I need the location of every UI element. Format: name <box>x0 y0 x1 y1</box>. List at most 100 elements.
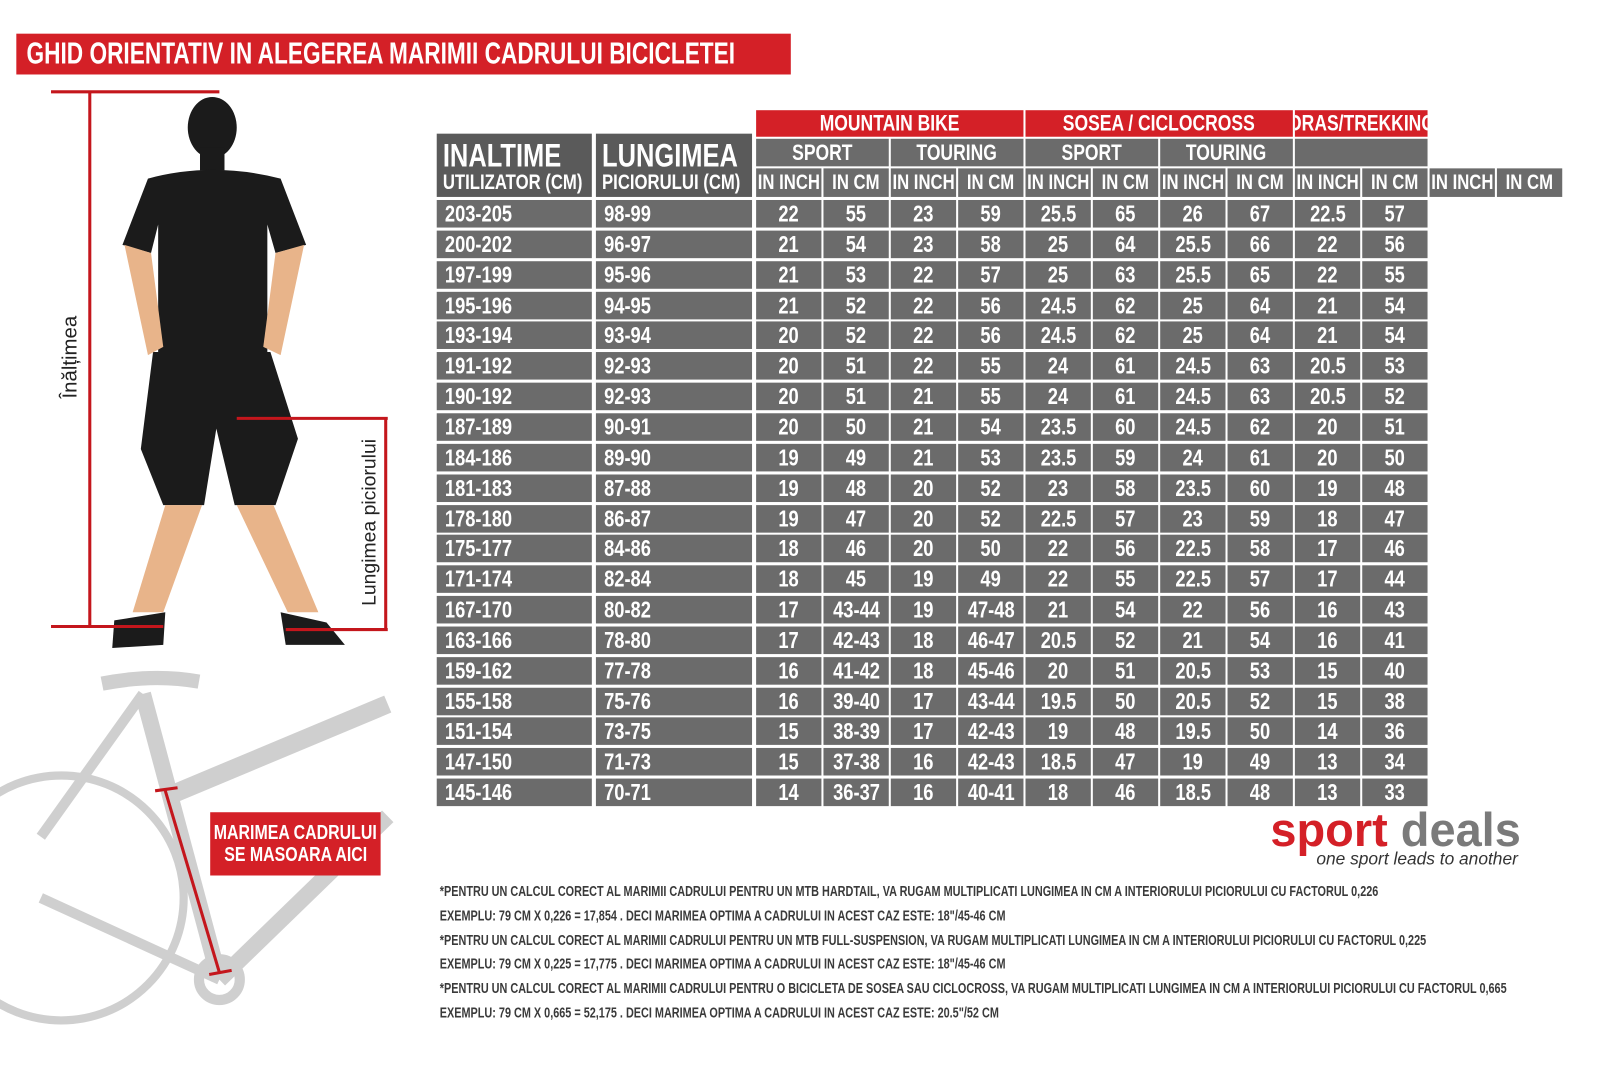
table-cell-text: 187-189 <box>444 413 513 440</box>
table-cell-text: 22 <box>1047 535 1069 562</box>
table-cell: 17 <box>1294 565 1361 594</box>
table-cell-text: 25.5 <box>1175 260 1211 288</box>
table-cell: 24.5 <box>1025 291 1091 319</box>
table-cell-text: 20.5 <box>1040 626 1076 653</box>
table-cell: 54 <box>823 230 889 259</box>
table-cell: 55 <box>958 352 1024 380</box>
table-cell-text: 37-38 <box>832 748 880 775</box>
table-cell: 19 <box>756 474 822 502</box>
table-cell: 50 <box>823 413 889 441</box>
table-cell-text: 15 <box>1317 687 1338 714</box>
table-cell-text: 51 <box>845 352 867 379</box>
table-cell: 61 <box>1227 443 1293 472</box>
column-header-subtitle: PICIORULUI (CM) <box>602 169 741 194</box>
note: *PENTRU UN CALCUL CORECT AL MARIMII CADR… <box>439 931 1427 948</box>
table-cell-text: 26 <box>1182 199 1204 227</box>
unit-header: IN INCH <box>1294 168 1361 197</box>
subgroup-header: TOURING <box>1160 138 1293 167</box>
table-cell-text: 89-90 <box>604 443 651 471</box>
table-cell-text: 22 <box>1182 595 1204 623</box>
frame-label-box: MARIMEA CADRULUI SE MASOARA AICI <box>210 812 381 876</box>
table-cell-text: 16 <box>1317 626 1338 653</box>
table-cell: 78-80 <box>595 626 753 654</box>
table-cell-text: 46 <box>1384 535 1406 562</box>
subgroup-header-text: TOURING <box>1186 139 1267 165</box>
table-cell: 20.5 <box>1294 352 1361 380</box>
table-cell-text: 20 <box>1047 656 1069 684</box>
table-cell-text: 25 <box>1182 291 1204 318</box>
table-cell-text: 56 <box>980 291 1001 318</box>
table-cell: 21 <box>756 291 822 319</box>
table-cell-text: 54 <box>1250 626 1271 653</box>
table-cell: 53 <box>1362 352 1428 380</box>
table-cell-text: 59 <box>1115 443 1136 471</box>
table-cell-text: 84-86 <box>604 535 651 562</box>
table-cell-text: 22.5 <box>1040 504 1076 532</box>
table-cell: 15 <box>1294 687 1361 715</box>
unit-header-text: IN INCH <box>892 170 955 194</box>
table-cell-text: 147-150 <box>444 748 513 775</box>
table-cell: 19.5 <box>1160 717 1226 746</box>
table-cell: 51 <box>1362 413 1428 441</box>
table-cell: 15 <box>756 717 822 746</box>
table-cell-text: 21 <box>778 260 799 288</box>
table-cell: 22 <box>1025 565 1091 594</box>
table-cell-text: 197-199 <box>444 260 513 288</box>
table-cell-text: 16 <box>913 778 934 806</box>
table-cell-text: 25 <box>1047 260 1069 288</box>
table-cell-text: 18.5 <box>1175 778 1211 806</box>
table-cell-text: 45 <box>845 565 867 593</box>
table-cell-text: 184-186 <box>444 443 513 471</box>
table-cell-text: 86-87 <box>604 504 651 532</box>
table-cell: 20 <box>756 382 822 411</box>
table-cell-text: 90-91 <box>604 413 651 440</box>
table-cell-text: 15 <box>778 748 799 775</box>
unit-header: IN CM <box>1227 168 1293 197</box>
unit-header: IN CM <box>1362 168 1428 197</box>
table-cell-text: 42-43 <box>967 717 1015 745</box>
table-cell-text: 70-71 <box>604 778 651 806</box>
table-cell-text: 92-93 <box>604 382 651 410</box>
table-cell-text: 19 <box>913 595 934 623</box>
table-cell: 22.5 <box>1294 199 1361 228</box>
table-cell: 55 <box>1092 565 1159 594</box>
frame-measure <box>154 786 232 976</box>
table-cell: 25.5 <box>1160 230 1226 259</box>
table-cell-text: 19 <box>778 474 799 501</box>
table-cell-text: 56 <box>1115 535 1136 562</box>
table-cell: 48 <box>823 474 889 502</box>
table-cell: 56 <box>958 291 1024 319</box>
table-cell: 21 <box>890 443 957 472</box>
table-cell-text: 43-44 <box>967 687 1015 714</box>
table-cell: 22 <box>890 260 957 289</box>
table-cell-text: 23.5 <box>1040 413 1076 440</box>
table-cell-text: 22.5 <box>1175 565 1211 593</box>
table-cell: 23 <box>1025 474 1091 502</box>
table-cell: 47 <box>1092 748 1159 776</box>
table-cell-text: 50 <box>1384 443 1406 471</box>
table-cell: 71-73 <box>595 748 753 776</box>
table-cell: 33 <box>1362 778 1428 807</box>
table-cell-text: 19 <box>1047 717 1069 745</box>
table-cell: 14 <box>1294 717 1361 746</box>
subgroup-header-text: TOURING <box>916 139 998 165</box>
table-cell: 18 <box>756 565 822 594</box>
table-cell: 23 <box>1160 504 1226 533</box>
table-cell-text: 49 <box>980 565 1001 593</box>
table-cell-text: 145-146 <box>444 778 513 806</box>
table-cell-text: 48 <box>1115 717 1136 745</box>
table-cell-text: 15 <box>778 717 799 745</box>
table-cell: 16 <box>1294 626 1361 654</box>
table-cell: 36-37 <box>823 778 889 807</box>
table-cell: 20.5 <box>1160 687 1226 715</box>
table-cell-text: 51 <box>1115 656 1136 684</box>
unit-header-text: IN INCH <box>757 170 820 194</box>
table-cell: 20 <box>756 352 822 380</box>
table-cell: 19 <box>756 443 822 472</box>
table-cell-text: 21 <box>1047 595 1069 623</box>
table-cell: 82-84 <box>595 565 753 594</box>
unit-header: IN INCH <box>1025 168 1091 197</box>
table-cell: 19 <box>890 565 957 594</box>
table-cell: 19 <box>1294 474 1361 502</box>
table-cell: 19 <box>1160 748 1226 776</box>
